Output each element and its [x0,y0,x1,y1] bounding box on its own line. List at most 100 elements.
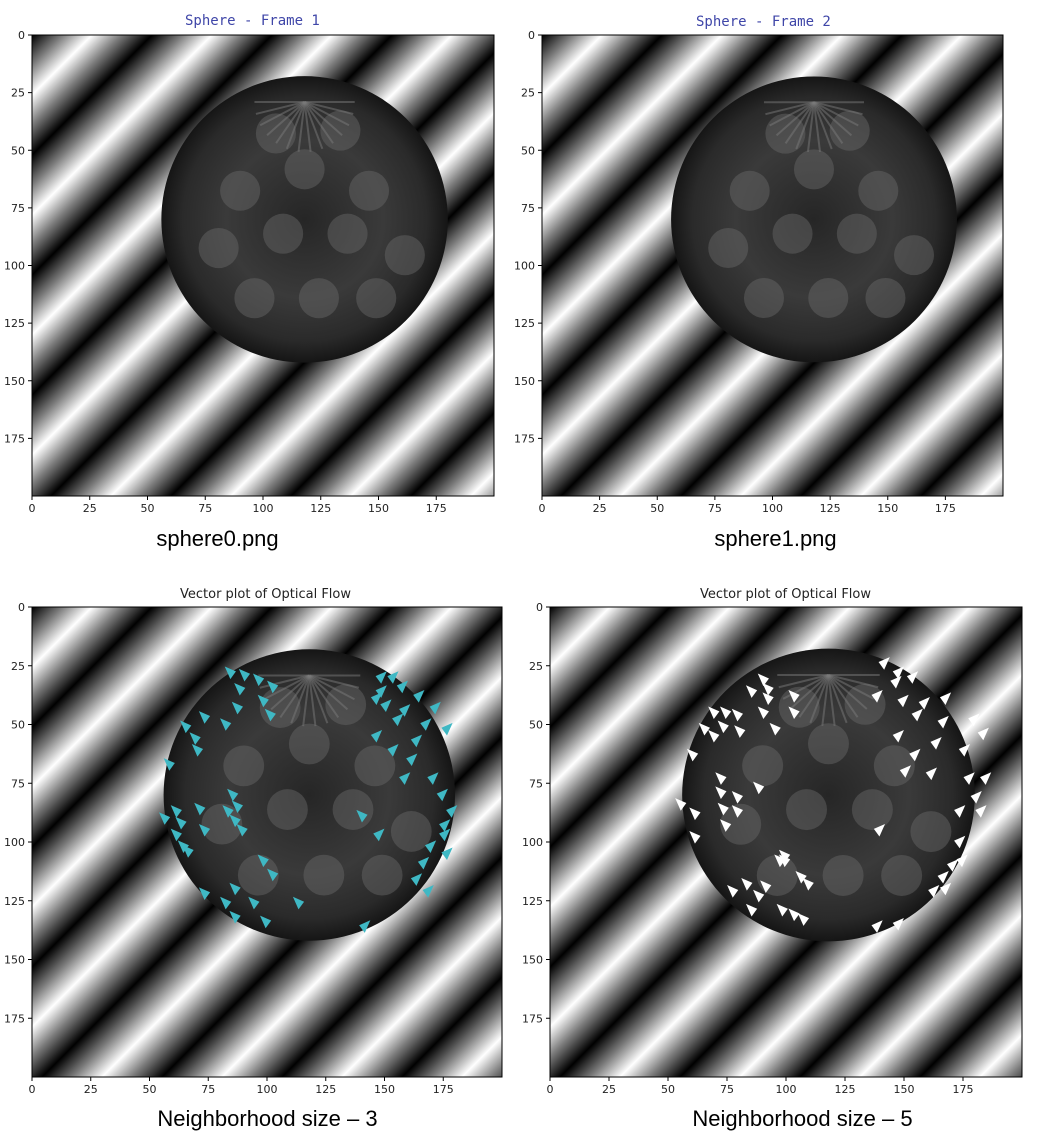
y-tick-label: 0 [18,601,25,614]
y-tick-label: 175 [514,432,535,445]
flow-arrow [939,882,952,896]
y-tick-label: 150 [4,375,25,388]
x-tick-label: 25 [602,1083,616,1096]
y-tick-label: 50 [11,144,25,157]
x-tick-label: 75 [708,502,722,515]
flow-arrow [387,671,399,684]
flow-arrow [930,737,942,750]
chart-title: Sphere - Frame 2 [696,14,831,30]
flow-arrow [231,800,243,814]
flow-arrow [928,885,940,898]
flow-arrow [708,729,720,743]
flow-arrow [956,854,968,868]
flow-arrow [180,720,192,734]
flow-arrow [194,802,206,816]
flow-arrow [220,896,232,910]
flow-arrow [359,920,371,933]
x-tick-label: 75 [198,502,212,515]
flow-arrow [980,772,992,785]
y-tick-label: 50 [521,144,535,157]
flow-arrow [292,896,305,910]
flow-arrow [954,805,966,818]
flow-arrow [424,840,437,853]
sphere [671,76,957,363]
flow-arrow [439,828,451,842]
flow-arrow [689,807,701,821]
flow-arrow [970,791,982,804]
y-tick-label: 100 [4,260,25,273]
flow-arrow [745,903,758,917]
x-tick-label: 125 [820,502,841,515]
flow-arrow [220,718,232,731]
flow-arrow [760,880,772,893]
flow-arrow [236,823,248,837]
x-tick-label: 125 [315,1083,336,1096]
flow-arrow [779,849,791,863]
y-tick-label: 100 [4,836,25,849]
flow-arrow [741,878,753,891]
y-tick-label: 175 [4,1012,25,1025]
flow-arrow [925,767,937,781]
flow-arrow [399,704,411,717]
flow-arrow [170,805,182,818]
flow-arrow [911,708,923,722]
y-tick-label: 25 [521,87,535,100]
flow-arrow [939,692,952,705]
y-tick-label: 125 [514,317,535,330]
y-tick-label: 75 [529,777,543,790]
flow-arrow [420,718,432,731]
flow-arrow [198,711,211,724]
flow-arrow [802,878,814,891]
flow-arrow [175,816,187,830]
flow-arrow [406,753,418,767]
x-tick-label: 100 [762,502,783,515]
flow-arrow [267,680,279,694]
flow-arrow [158,812,171,825]
flow-arrow [163,758,175,771]
x-tick-label: 175 [433,1083,454,1096]
flow-arrow [753,781,765,795]
y-tick-label: 125 [522,895,543,908]
flow-arrow [954,835,966,849]
flow-arrow [963,772,975,785]
flow-arrow [410,734,423,748]
flow-arrow [229,882,241,896]
y-tick-label: 50 [529,719,543,732]
x-tick-label: 125 [835,1083,856,1096]
flow-arrow [231,701,243,715]
x-tick-label: 0 [29,502,36,515]
chart-title: Sphere - Frame 1 [185,13,320,29]
flow-arrow [252,673,265,687]
flow-arrow [731,708,743,722]
flow-arrow [797,913,810,926]
flow-arrow [897,694,909,708]
flow-arrow [234,682,246,696]
flow-arrow [909,748,921,762]
flow-arrow [396,680,408,694]
flow-arrow [788,706,800,720]
flow-arrow [788,908,800,922]
flow-arrow [757,673,769,687]
flow-arrow [248,896,260,910]
flow-arrow [753,889,765,903]
flow-arrow [446,805,458,818]
flow-arrow [392,713,404,727]
x-tick-label: 25 [593,502,607,515]
y-tick-label: 75 [521,202,535,215]
flow-arrow [937,870,949,884]
x-tick-label: 75 [720,1083,734,1096]
flow-arrow [947,859,959,872]
flow-arrow [958,744,970,757]
flow-arrows [675,657,992,933]
sphere [163,649,456,941]
flow-arrow [238,668,251,682]
flow-arrow [698,722,710,736]
x-tick-label: 150 [894,1083,915,1096]
flow-arrow [975,805,987,818]
flow-arrow [410,873,423,886]
flow-arrow [717,802,729,816]
y-tick-label: 100 [522,836,543,849]
